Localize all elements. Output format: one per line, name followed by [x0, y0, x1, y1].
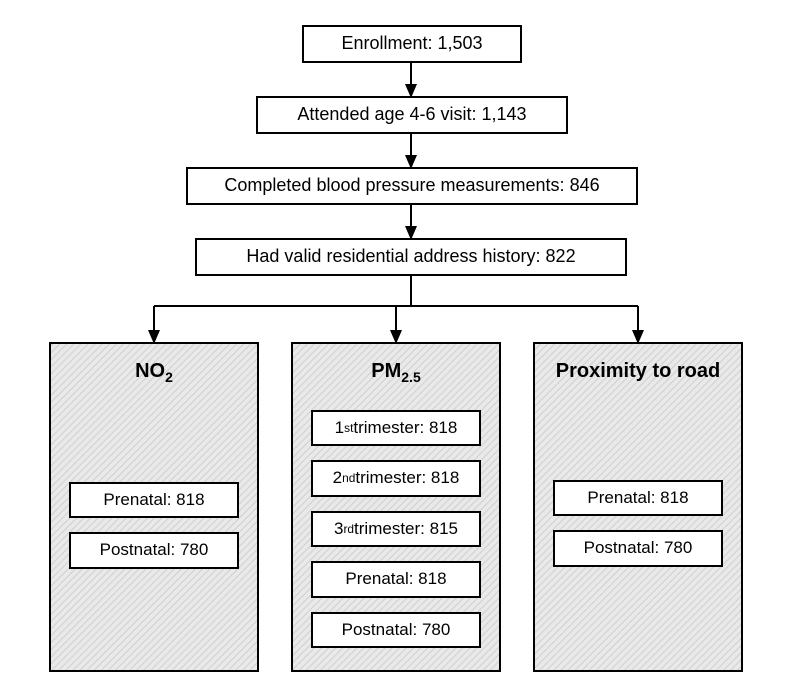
- panel-title-pm25: PM2.5: [371, 360, 420, 385]
- flow-box-pm-t2: 2nd trimester: 818: [311, 460, 481, 496]
- panel-pm25: PM2.5 1st trimester: 818 2nd trimester: 81…: [291, 342, 501, 672]
- flow-box-enroll: Enrollment: 1,503: [302, 25, 522, 63]
- panel-title-no2: NO2: [135, 360, 173, 385]
- flow-box-pm-pre: Prenatal: 818: [311, 561, 481, 597]
- panel-prox: Proximity to road Prenatal: 818 Postnatal:…: [533, 342, 743, 672]
- panel-title-prox: Proximity to road: [556, 360, 720, 383]
- flow-box-bp: Completed blood pressure measurements: 8…: [186, 167, 638, 205]
- flow-box-no2-pre: Prenatal: 818: [69, 482, 239, 518]
- flow-box-prox-pre: Prenatal: 818: [553, 480, 723, 516]
- flow-box-pm-t1: 1st trimester: 818: [311, 410, 481, 446]
- flow-box-no2-post: Postnatal: 780: [69, 532, 239, 568]
- flow-box-pm-post: Postnatal: 780: [311, 612, 481, 648]
- flow-box-addr: Had valid residential address history: 8…: [195, 238, 627, 276]
- flow-box-prox-post: Postnatal: 780: [553, 530, 723, 566]
- panel-no2: NO2 Prenatal: 818 Postnatal: 780: [49, 342, 259, 672]
- flowchart-canvas: Enrollment: 1,503 Attended age 4-6 visit:…: [0, 0, 793, 693]
- flow-box-pm-t3: 3rd trimester: 815: [311, 511, 481, 547]
- flow-box-visit: Attended age 4-6 visit: 1,143: [256, 96, 568, 134]
